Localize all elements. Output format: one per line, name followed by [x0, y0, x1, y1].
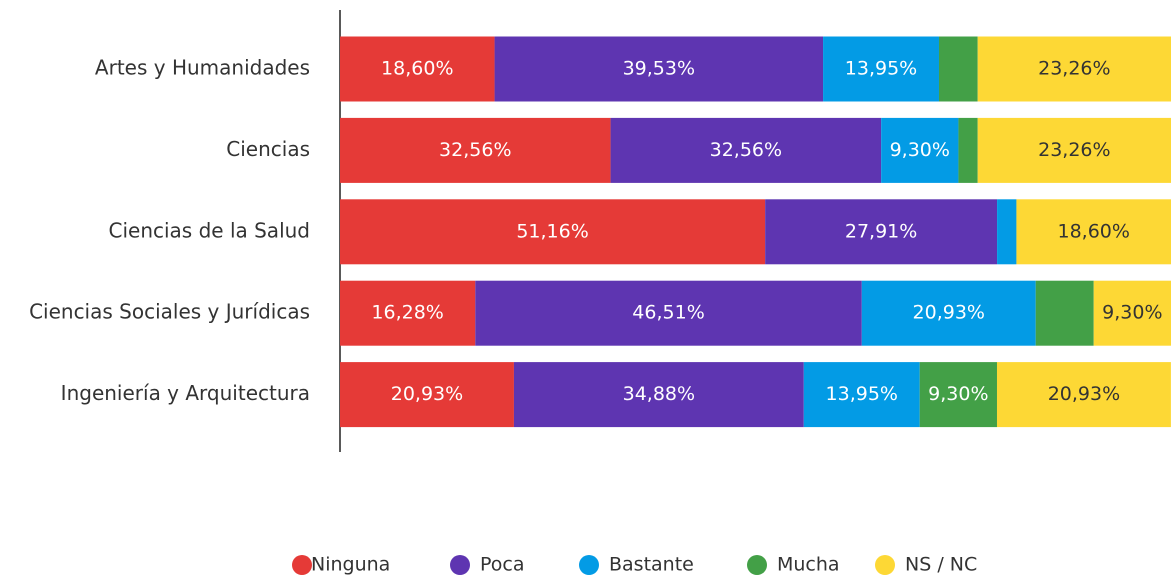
bar-segment — [475, 280, 862, 346]
legend-label: NS / NC — [905, 554, 977, 576]
data-label: 16,28% — [371, 302, 443, 324]
y-tick-label: Ciencias Sociales y Jurídicas — [29, 300, 310, 324]
data-label: 20,93% — [913, 302, 985, 324]
bar-segment — [765, 199, 998, 265]
bar-segment — [340, 117, 611, 183]
data-label: 32,56% — [710, 139, 782, 161]
bar-segment — [977, 36, 1171, 102]
data-label: 39,53% — [623, 58, 695, 80]
bar-segment — [938, 36, 978, 102]
bar-segment — [340, 362, 514, 428]
legend-swatch — [450, 555, 470, 575]
bar-segment — [919, 362, 997, 428]
bar-segment — [1093, 280, 1171, 346]
bar-segment — [1016, 199, 1171, 265]
bar-segment — [803, 362, 920, 428]
legend-swatch — [292, 555, 312, 575]
data-label: 23,26% — [1038, 139, 1110, 161]
legend-label: Bastante — [609, 554, 694, 576]
bar-segment — [996, 362, 1171, 428]
bar-segment — [1035, 280, 1094, 346]
data-label: 18,60% — [1057, 220, 1129, 242]
data-label: 27,91% — [845, 220, 917, 242]
bar-segment — [997, 199, 1017, 265]
data-label: 51,16% — [516, 220, 588, 242]
legend-label: Ninguna — [311, 554, 390, 576]
legend-label: Mucha — [777, 554, 840, 576]
legend-swatch — [875, 555, 895, 575]
bar-segment — [610, 117, 882, 183]
bar-segment — [977, 117, 1171, 183]
bar-segment — [340, 199, 766, 265]
legend-swatch — [747, 555, 767, 575]
data-label: 9,30% — [1102, 302, 1162, 324]
bar-segment — [513, 362, 804, 428]
legend-label: Poca — [480, 554, 525, 576]
bar-segment — [823, 36, 939, 102]
bar-segment — [861, 280, 1036, 346]
bar-segment — [494, 36, 824, 102]
y-tick-label: Ingeniería y Arquitectura — [61, 381, 310, 405]
data-label: 34,88% — [623, 383, 695, 405]
data-label: 20,93% — [391, 383, 463, 405]
data-label: 23,26% — [1038, 58, 1110, 80]
bar-segment — [958, 117, 978, 183]
data-label: 9,30% — [890, 139, 950, 161]
data-label: 20,93% — [1048, 383, 1120, 405]
bar-segment — [340, 36, 495, 102]
y-tick-label: Ciencias de la Salud — [109, 218, 311, 242]
data-label: 13,95% — [845, 58, 917, 80]
bar-segment — [881, 117, 959, 183]
legend-swatch — [579, 555, 599, 575]
y-tick-label: Artes y Humanidades — [95, 56, 310, 80]
bar-segment — [340, 280, 476, 346]
data-label: 9,30% — [928, 383, 988, 405]
data-label: 18,60% — [381, 58, 453, 80]
data-label: 46,51% — [632, 302, 704, 324]
data-label: 32,56% — [439, 139, 511, 161]
y-tick-label: Ciencias — [226, 137, 310, 161]
data-label: 13,95% — [826, 383, 898, 405]
